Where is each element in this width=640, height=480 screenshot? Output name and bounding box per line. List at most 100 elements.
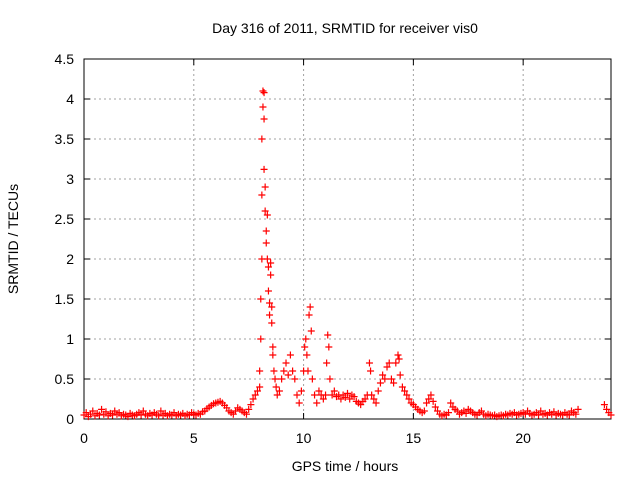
data-point (315, 387, 323, 395)
data-point (383, 363, 391, 371)
data-point (376, 379, 384, 387)
data-point (392, 359, 400, 367)
data-point (282, 359, 290, 367)
data-point (286, 351, 294, 359)
data-point (328, 391, 336, 399)
data-point (267, 259, 275, 267)
x-tick-label: 20 (515, 430, 531, 446)
plot-frame (83, 58, 612, 420)
y-tick-label: 2.5 (55, 211, 75, 227)
data-point (260, 89, 268, 97)
data-point (260, 165, 268, 173)
data-point (291, 375, 299, 383)
data-point (344, 389, 351, 397)
data-point (269, 343, 277, 351)
data-point (429, 397, 437, 405)
data-point (425, 395, 433, 403)
data-point (322, 391, 330, 399)
data-point (256, 383, 264, 391)
data-point (257, 335, 265, 343)
data-point (273, 391, 281, 399)
data-point (350, 393, 358, 401)
data-point (258, 191, 266, 199)
data-point (272, 383, 280, 391)
data-point (155, 412, 163, 420)
data-point (251, 391, 259, 399)
data-point (249, 395, 257, 403)
data-point (370, 395, 378, 403)
data-point (372, 399, 380, 407)
data-point (462, 409, 470, 417)
y-tick-label: 3 (66, 171, 74, 187)
data-point (381, 375, 389, 383)
data-point (295, 399, 303, 407)
data-point (431, 403, 439, 411)
data-point (271, 375, 279, 383)
data-point (259, 87, 267, 95)
data-point (301, 343, 309, 351)
data-point (264, 263, 272, 271)
data-point (289, 367, 297, 375)
data-point (262, 239, 270, 247)
data-point (278, 375, 286, 383)
data-point (607, 411, 615, 419)
y-tick-label: 1.5 (55, 291, 75, 307)
data-point (319, 395, 327, 403)
data-point (263, 211, 271, 219)
y-tick-label: 2 (66, 251, 74, 267)
data-point (245, 405, 253, 413)
data-point (308, 375, 316, 383)
data-point (600, 401, 608, 409)
data-point (89, 407, 97, 415)
data-point (302, 335, 310, 343)
data-point (263, 255, 271, 263)
data-point (268, 319, 276, 327)
data-point (325, 343, 333, 351)
data-point (535, 411, 543, 419)
y-tick-label: 4.5 (55, 51, 75, 67)
data-point (267, 271, 275, 279)
data-point (261, 207, 269, 215)
data-point (420, 407, 428, 415)
data-point (374, 387, 382, 395)
data-point (398, 383, 406, 391)
data-point (98, 405, 106, 413)
data-point (403, 391, 411, 399)
data-point (330, 387, 338, 395)
data-point (361, 395, 369, 403)
data-point (284, 371, 292, 379)
data-point (109, 411, 117, 419)
data-point (572, 410, 580, 418)
y-tick-label: 1 (66, 331, 74, 347)
data-point (137, 411, 145, 419)
y-tick-label: 3.5 (55, 131, 75, 147)
data-point (269, 351, 277, 359)
y-axis-label: SRMTID / TECUs (5, 184, 21, 294)
data-point (266, 299, 274, 307)
data-point (280, 367, 288, 375)
data-point (423, 399, 431, 407)
data-point (268, 303, 276, 311)
x-tick-label: 10 (296, 430, 312, 446)
data-point (565, 411, 573, 419)
data-point (266, 311, 274, 319)
data-point (341, 393, 349, 401)
data-point (390, 379, 398, 387)
x-tick-label: 15 (406, 430, 422, 446)
data-point (262, 227, 270, 235)
data-point (395, 355, 403, 363)
data-point (387, 375, 395, 383)
data-point (405, 395, 413, 403)
x-axis-label: GPS time / hours (292, 458, 399, 474)
data-point (102, 408, 110, 416)
data-point (401, 387, 409, 395)
x-tick-label: 0 (80, 430, 88, 446)
data-point (427, 391, 435, 399)
data-point (260, 115, 268, 123)
data-point (305, 311, 313, 319)
data-point (304, 367, 312, 375)
data-point (247, 401, 255, 409)
data-point (337, 395, 345, 403)
y-tick-label: 0.5 (55, 371, 75, 387)
